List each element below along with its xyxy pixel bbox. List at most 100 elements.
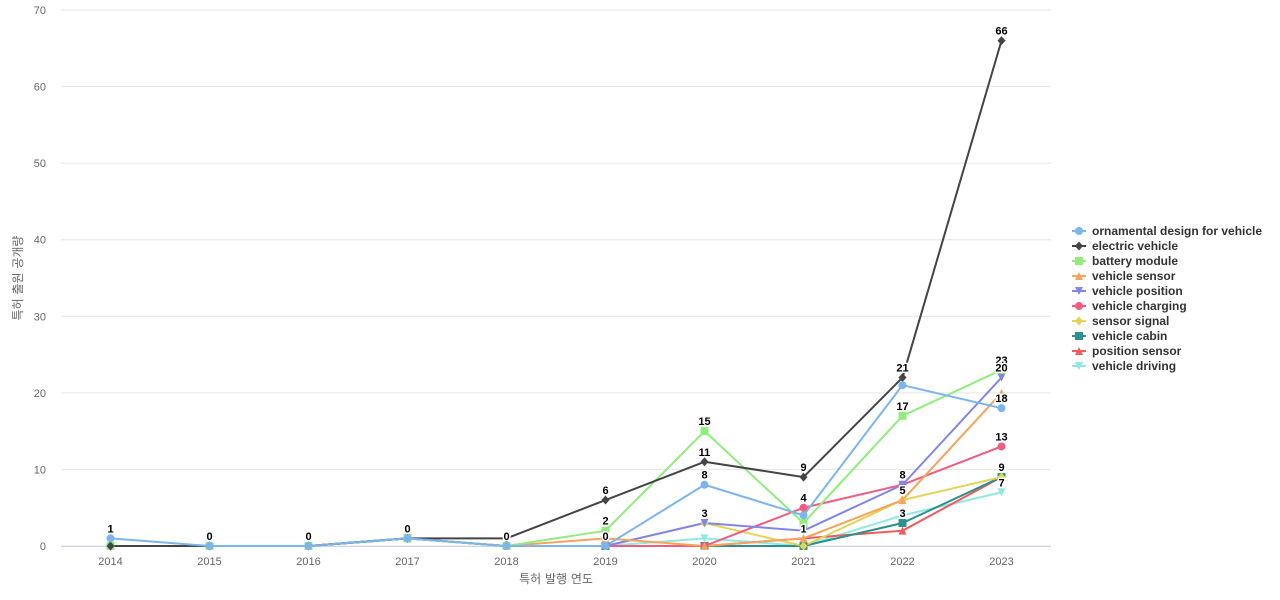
series-line[interactable]	[109, 39, 1003, 547]
data-point-marker	[898, 373, 907, 383]
data-point-marker	[601, 495, 610, 505]
series-lines	[109, 39, 1003, 547]
series-line[interactable]	[109, 476, 1003, 547]
data-point-marker	[898, 480, 907, 489]
legend-item[interactable]: vehicle driving	[1072, 359, 1176, 373]
data-label: 3	[701, 508, 707, 520]
data-label: 5	[899, 485, 905, 497]
x-tick-label: 2014	[98, 556, 122, 568]
data-label: 9	[998, 462, 1004, 474]
data-label: 7	[998, 477, 1004, 489]
legend-item[interactable]: vehicle sensor	[1072, 269, 1176, 283]
y-tick-label: 30	[34, 311, 46, 323]
data-point-marker	[997, 373, 1006, 382]
y-tick-label: 60	[34, 82, 46, 94]
x-tick-label: 2021	[791, 556, 815, 568]
data-point-marker	[601, 526, 610, 535]
data-label: 20	[995, 363, 1007, 375]
axes: 특허 발행 연도 특허 출원 공개량	[11, 236, 593, 586]
legend-label: vehicle sensor	[1092, 269, 1176, 283]
y-tick-label: 20	[34, 388, 46, 400]
data-point-marker	[700, 542, 709, 550]
data-point-marker	[799, 503, 808, 512]
data-point-marker	[403, 534, 412, 543]
data-label: 11	[699, 447, 711, 459]
data-point-marker	[898, 511, 907, 520]
data-point-marker	[799, 511, 808, 520]
data-point-marker	[601, 542, 610, 550]
data-label: 0	[305, 531, 311, 543]
x-tick-label: 2023	[989, 556, 1013, 568]
legend-label: electric vehicle	[1092, 239, 1178, 253]
data-point-marker	[799, 534, 808, 543]
legend-marker-swatch	[1075, 316, 1083, 326]
legend-item[interactable]: vehicle charging	[1072, 299, 1187, 313]
data-point-marker	[799, 472, 808, 482]
y-axis-title: 특허 출원 공개량	[11, 236, 25, 321]
legend-item[interactable]: position sensor	[1072, 344, 1182, 358]
legend-marker-swatch	[1075, 362, 1083, 370]
data-point-marker	[898, 526, 907, 535]
data-label: 8	[899, 470, 905, 482]
data-point-marker	[799, 526, 808, 535]
legend-label: vehicle cabin	[1092, 329, 1167, 343]
data-point-marker	[700, 427, 709, 436]
data-point-marker	[997, 404, 1006, 413]
series-markers	[106, 36, 1006, 551]
data-point-marker	[997, 442, 1006, 451]
legend-marker-swatch	[1075, 227, 1083, 235]
data-point-marker	[997, 388, 1006, 397]
data-label: 66	[995, 26, 1007, 38]
series-line[interactable]	[109, 376, 1003, 547]
legend-item[interactable]: vehicle position	[1072, 284, 1183, 298]
data-label: 15	[698, 416, 710, 428]
legend-marker-swatch	[1075, 287, 1083, 295]
data-label: 18	[995, 393, 1007, 405]
data-point-marker	[799, 519, 808, 528]
data-label: 0	[701, 470, 707, 482]
data-label: 4	[800, 493, 807, 505]
data-point-marker	[700, 534, 709, 543]
legend-label: battery module	[1092, 254, 1178, 268]
data-label: 23	[995, 355, 1007, 367]
data-point-marker	[700, 519, 709, 528]
legend-marker-swatch	[1075, 332, 1083, 340]
legend-marker-swatch	[1075, 302, 1083, 310]
data-point-marker	[106, 534, 115, 543]
series-line[interactable]	[109, 384, 1003, 547]
data-point-marker	[997, 365, 1006, 374]
data-label: 17	[896, 401, 908, 413]
data-label: 0	[503, 531, 509, 543]
x-tick-label: 2020	[692, 556, 716, 568]
data-label: 0	[206, 531, 212, 543]
data-label: 6	[602, 485, 608, 497]
legend-label: vehicle position	[1092, 284, 1183, 298]
y-tick-label: 10	[34, 464, 46, 476]
legend-item[interactable]: electric vehicle	[1072, 239, 1178, 253]
legend-marker-swatch	[1075, 257, 1083, 265]
data-point-marker	[700, 457, 709, 467]
legend-item[interactable]: ornamental design for vehicle	[1072, 224, 1262, 238]
data-point-marker	[898, 381, 907, 390]
series-line[interactable]	[109, 476, 1003, 547]
data-label: 1	[800, 523, 806, 535]
series-line[interactable]	[109, 476, 1003, 547]
legend-item[interactable]: battery module	[1072, 254, 1178, 268]
data-label: 21	[896, 363, 908, 375]
y-tick-label: 70	[34, 5, 46, 17]
legend-item[interactable]: vehicle cabin	[1072, 329, 1167, 343]
legend-label: sensor signal	[1092, 314, 1169, 328]
x-tick-label: 2015	[197, 556, 221, 568]
legend-label: vehicle charging	[1092, 299, 1187, 313]
y-tick-label: 40	[34, 235, 46, 247]
x-tick-label: 2022	[890, 556, 914, 568]
data-point-marker	[898, 496, 907, 505]
data-point-marker	[898, 519, 907, 528]
x-tick-label: 2019	[593, 556, 617, 568]
legend-label: vehicle driving	[1092, 359, 1176, 373]
legend-item[interactable]: sensor signal	[1072, 314, 1169, 328]
legend-marker-swatch	[1075, 241, 1083, 251]
